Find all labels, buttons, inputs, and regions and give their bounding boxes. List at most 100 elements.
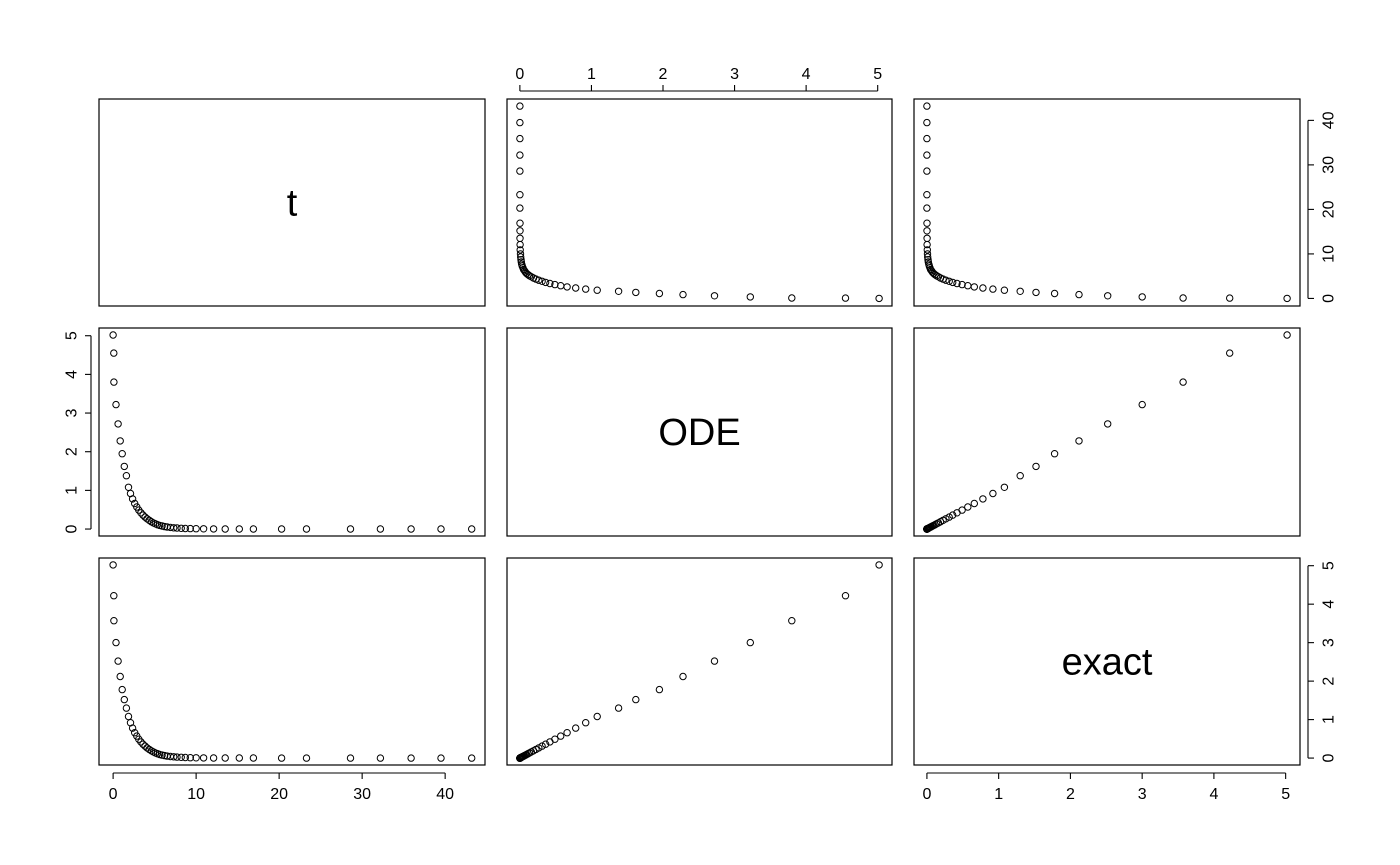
point-t-ODE (516, 234, 524, 243)
point-ODE-t (166, 523, 175, 532)
x-tick-label-ODE: 3 (730, 66, 739, 83)
point-exact-t (120, 695, 129, 704)
point-t-ODE (516, 227, 524, 235)
point-t-exact (1016, 287, 1024, 295)
point-t-exact (979, 284, 987, 292)
point-exact-ODE (572, 724, 580, 732)
point-ODE-t (141, 513, 149, 521)
point-ODE-exact (1075, 437, 1083, 445)
point-exact-ODE (525, 749, 534, 757)
point-ODE-t (120, 462, 129, 471)
point-t-exact (923, 102, 931, 110)
x-tick-label-ODE: 2 (659, 66, 668, 83)
point-t-exact (923, 134, 931, 143)
point-exact-t (116, 672, 124, 681)
point-ODE-t (116, 437, 124, 445)
x-tick-label-ODE: 4 (802, 66, 811, 83)
x-tick-label-exact: 0 (922, 786, 931, 803)
point-t-exact (989, 285, 997, 293)
panel-t-t (98, 98, 486, 307)
point-t-exact (1179, 294, 1187, 302)
point-ODE-t (302, 525, 311, 533)
point-exact-ODE (557, 732, 565, 740)
y-tick-label-exact: 2 (1321, 677, 1338, 686)
point-exact-t (376, 754, 385, 762)
point-t-ODE (517, 253, 525, 261)
point-exact-ODE (710, 657, 719, 665)
point-t-ODE (516, 219, 524, 227)
point-t-exact (1000, 286, 1009, 294)
point-t-ODE (516, 240, 524, 249)
panel-t-ODE (506, 98, 893, 307)
point-ODE-exact (979, 495, 987, 503)
y-tick-label-ODE: 4 (64, 370, 81, 379)
point-t-exact (945, 277, 953, 285)
point-t-exact (1075, 290, 1083, 299)
point-ODE-t (112, 400, 120, 409)
x-tick-label-exact: 2 (1066, 786, 1075, 803)
point-t-exact (923, 151, 931, 159)
point-ODE-exact (1179, 378, 1187, 386)
point-exact-ODE (875, 561, 883, 569)
point-t-exact (923, 204, 931, 212)
point-t-ODE (875, 294, 883, 303)
point-exact-t (122, 704, 131, 712)
x-tick-label-t: 0 (109, 786, 118, 803)
y-tick-label-exact: 0 (1321, 754, 1338, 763)
point-ODE-t (114, 420, 122, 428)
point-t-ODE (572, 284, 580, 292)
point-exact-t (141, 742, 149, 750)
point-t-ODE (582, 285, 590, 293)
point-exact-t (139, 740, 147, 748)
point-t-exact (942, 276, 950, 284)
point-t-exact (1283, 294, 1291, 303)
y-tick-label-t: 0 (1321, 294, 1338, 303)
y-tick-label-ODE: 1 (64, 486, 81, 495)
point-exact-t (235, 754, 244, 762)
y-tick-label-t: 30 (1321, 156, 1338, 174)
point-t-exact (1050, 289, 1059, 298)
point-t-exact (923, 250, 932, 258)
point-t-exact (923, 191, 931, 199)
point-exact-t (177, 753, 185, 761)
point-t-ODE (516, 102, 524, 110)
point-exact-t (131, 729, 139, 737)
point-exact-t (181, 753, 190, 762)
point-t-ODE (546, 279, 554, 288)
point-ODE-exact (1016, 472, 1024, 480)
point-exact-t (186, 754, 195, 762)
point-t-ODE (535, 276, 543, 284)
point-ODE-exact (970, 499, 978, 508)
point-ODE-t (221, 525, 229, 533)
point-ODE-t (199, 525, 208, 533)
point-exact-t (468, 754, 476, 762)
point-ODE-exact (1138, 400, 1146, 409)
point-ODE-exact (1104, 420, 1112, 428)
y-tick-label-exact: 3 (1321, 638, 1338, 647)
point-t-ODE (516, 246, 524, 254)
point-t-ODE (557, 282, 565, 290)
point-ODE-exact (1226, 349, 1234, 357)
point-ODE-t (181, 524, 190, 533)
point-t-exact (924, 253, 932, 261)
point-exact-t (166, 752, 175, 761)
point-ODE-t (192, 525, 200, 533)
x-tick-label-t: 20 (270, 786, 288, 803)
point-ODE-t (186, 524, 195, 533)
y-tick-label-exact: 4 (1321, 600, 1338, 609)
point-exact-t (112, 638, 120, 647)
point-t-exact (1104, 292, 1112, 300)
point-exact-t (109, 561, 117, 569)
point-t-ODE (788, 294, 796, 302)
point-t-ODE (563, 283, 571, 291)
point-exact-ODE (841, 592, 850, 600)
x-tick-label-exact: 1 (994, 786, 1003, 803)
point-exact-ODE (788, 617, 796, 625)
point-ODE-t (346, 525, 355, 533)
panel-exact-exact (913, 557, 1301, 766)
point-exact-t (126, 719, 135, 727)
y-tick-label-ODE: 2 (64, 447, 81, 456)
point-ODE-exact (964, 503, 972, 511)
point-t-exact (923, 118, 931, 127)
